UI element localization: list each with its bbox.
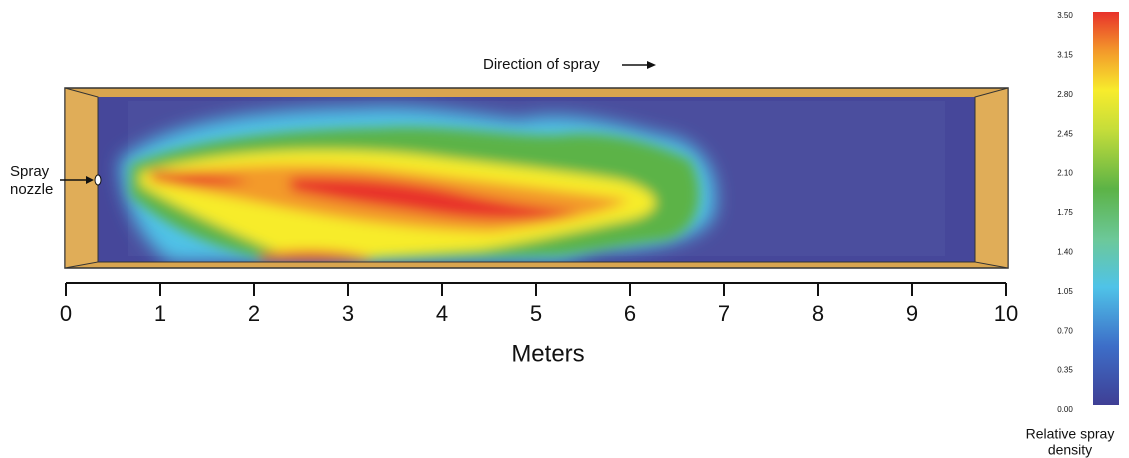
tick-label: 7: [718, 301, 730, 326]
tick-label: 2: [248, 301, 260, 326]
tick-label: 1: [154, 301, 166, 326]
colorbar-title: density: [1048, 442, 1092, 458]
colorbar-tick-label: 1.75: [1057, 208, 1073, 217]
colorbar-tick-label: 0.70: [1057, 326, 1073, 335]
tick-label: 3: [342, 301, 354, 326]
tick-label: 0: [60, 301, 72, 326]
tunnel: [64, 87, 1009, 269]
colorbar-tick-label: 2.45: [1057, 129, 1073, 138]
colorbar-title: Relative spray: [1026, 426, 1115, 442]
tick-label: 8: [812, 301, 824, 326]
colorbar-tick-label: 1.40: [1057, 248, 1073, 257]
axis-title: Meters: [511, 340, 584, 367]
tick-label: 10: [994, 301, 1018, 326]
colorbar-tick-label: 0.00: [1057, 405, 1073, 414]
colorbar-tick-label: 2.80: [1057, 90, 1073, 99]
nozzle-label: nozzle: [10, 181, 53, 198]
colorbar-tick-label: 0.35: [1057, 366, 1073, 375]
colorbar-tick-label: 2.10: [1057, 169, 1073, 178]
direction-label: Direction of spray: [483, 56, 600, 73]
colorbar-tick-label: 1.05: [1057, 287, 1073, 296]
colorbar: [1093, 12, 1119, 405]
nozzle-arrowhead: [86, 176, 94, 184]
axis: 0 1 2 3 4 5 6 7 8 9 10: [60, 283, 1018, 326]
tick-label: 5: [530, 301, 542, 326]
tick-label: 9: [906, 301, 918, 326]
nozzle-label: Spray: [10, 163, 50, 180]
colorbar-ticks: 3.50 3.15 2.80 2.45 2.10 1.75 1.40 1.05 0.70 0.35…: [1057, 11, 1073, 414]
nozzle-marker: [94, 174, 102, 186]
spray-plume: [120, 107, 716, 262]
colorbar-tick-label: 3.50: [1057, 11, 1073, 20]
colorbar-tick-label: 3.15: [1057, 51, 1073, 60]
tick-label: 4: [436, 301, 448, 326]
tick-label: 6: [624, 301, 636, 326]
direction-arrowhead: [647, 61, 656, 69]
